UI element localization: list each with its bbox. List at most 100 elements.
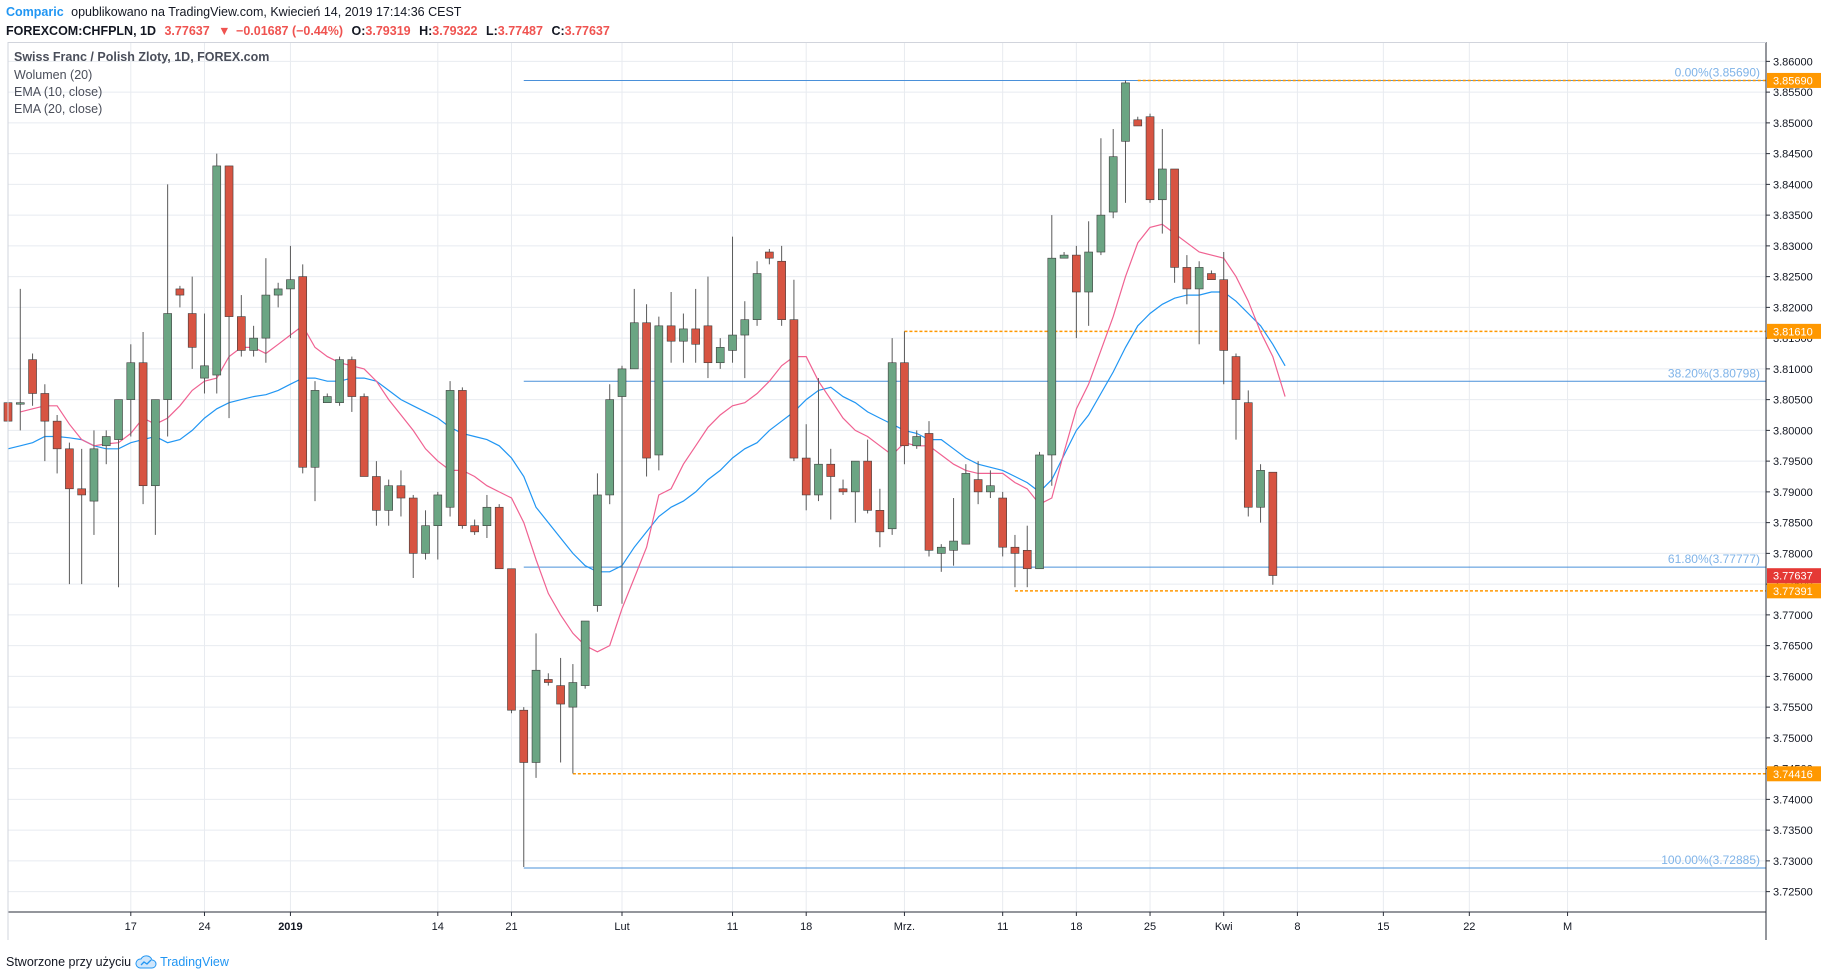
candle-up: [15, 402, 25, 405]
candle-down: [863, 460, 872, 511]
candle-down: [1145, 116, 1155, 201]
tradingview-cloud-icon: [135, 955, 157, 969]
candle-down: [703, 325, 713, 364]
legend-ema20[interactable]: EMA (20, close): [14, 102, 102, 116]
last-value: 3.77637: [164, 24, 210, 38]
candle-up: [200, 365, 209, 379]
legend-ema10[interactable]: EMA (10, close): [14, 85, 102, 99]
candle-up: [740, 319, 750, 336]
candle-up: [936, 546, 946, 554]
legend-volume[interactable]: Wolumen (20): [14, 68, 92, 82]
candle-up: [580, 620, 590, 686]
candle-down: [1219, 279, 1229, 351]
candle-up: [445, 390, 455, 508]
chart-grid: [8, 42, 1766, 912]
candle-down: [298, 276, 308, 468]
time-axis-labels: 17 24 2019 14 21 Lut 11 18 Mrz. 11 18 25 Kwi 8 15 22 M: [125, 912, 1572, 933]
publish-info: Comparic opublikowano na TradingView.com…: [6, 4, 1816, 20]
candle-up: [1121, 82, 1130, 142]
candle-up: [728, 334, 737, 351]
candle-down: [519, 709, 529, 763]
candle-up: [887, 362, 897, 530]
candle-down: [1133, 119, 1143, 127]
candle-down: [777, 260, 786, 320]
tradingview-link[interactable]: TradingView: [135, 955, 229, 969]
candle-up: [384, 485, 393, 511]
level-badge: [1767, 323, 1821, 339]
x-tick-label: 11: [997, 921, 1008, 933]
candle-down: [666, 325, 676, 342]
x-tick-label: 11: [727, 921, 738, 933]
candle-up: [1194, 267, 1204, 290]
legend-title: Swiss Franc / Polish Zloty, 1D, FOREX.co…: [14, 50, 269, 64]
tradingview-label: TradingView: [160, 955, 229, 969]
candle-up: [482, 506, 492, 527]
candle-down: [470, 525, 479, 533]
y-tick-label: 3.76000: [1773, 671, 1813, 683]
symbol-label[interactable]: FOREXCOM:CHFPLN, 1D: [6, 24, 156, 38]
candle-down: [1010, 546, 1020, 554]
candle-down: [998, 497, 1007, 548]
candle-down: [556, 685, 565, 705]
candle-down: [1182, 267, 1192, 290]
candle-up: [814, 463, 823, 496]
candle-up: [986, 485, 995, 493]
change-value: −0.01687 (−0.44%): [236, 24, 344, 38]
candle-up: [249, 337, 258, 351]
candle-up: [1096, 214, 1106, 253]
change-arrow-icon: ▼: [218, 24, 231, 38]
candle-up: [261, 294, 271, 339]
y-tick-label: 3.81000: [1773, 364, 1813, 376]
ema10-line: [20, 223, 1286, 653]
x-tick-label: Lut: [614, 921, 629, 933]
candle-up: [1084, 251, 1093, 293]
y-tick-label: 3.75500: [1773, 702, 1813, 714]
y-tick-label: 3.86000: [1773, 56, 1813, 68]
level-badge: [1767, 766, 1821, 782]
price-chart[interactable]: 0.00%(3.85690) 38.20%(3.80798) 61.80%(3.77…: [0, 42, 1828, 952]
level-badge: [1767, 72, 1821, 88]
candle-down: [28, 359, 37, 394]
candle-up: [433, 494, 443, 527]
low-label: L:: [485, 24, 498, 38]
fib-label: 38.20%(3.80798): [1668, 366, 1760, 380]
candle-up: [114, 399, 123, 440]
candle-down: [187, 313, 197, 348]
candle-up: [1059, 254, 1069, 259]
high-label: H:: [419, 24, 433, 38]
candle-up: [1047, 257, 1057, 456]
candle-down: [40, 393, 50, 422]
high-value: 3.79322: [432, 24, 478, 38]
y-tick-label: 3.74000: [1773, 794, 1813, 806]
chart-header: Comparic opublikowano na TradingView.com…: [6, 4, 1816, 40]
low-value: 3.77487: [497, 24, 543, 38]
level-badge-label: 3.77391: [1773, 586, 1813, 598]
candle-up: [1108, 156, 1118, 213]
candle-down: [801, 457, 811, 496]
footer: Stworzone przy użyciu TradingView: [6, 955, 229, 969]
y-tick-label: 3.72500: [1773, 887, 1813, 899]
candle-up: [151, 399, 160, 487]
y-tick-label: 3.73500: [1773, 825, 1813, 837]
fibonacci-levels: 0.00%(3.85690) 38.20%(3.80798) 61.80%(3.77…: [523, 65, 1766, 869]
candle-up: [421, 525, 430, 554]
candle-down: [875, 510, 885, 533]
candle-down: [359, 396, 369, 477]
candle-down: [1231, 356, 1241, 400]
candle-up: [273, 288, 283, 296]
y-tick-label: 3.84500: [1773, 149, 1813, 161]
candle-up: [629, 322, 639, 370]
y-tick-label: 3.77000: [1773, 610, 1813, 622]
y-tick-label: 3.78000: [1773, 548, 1813, 560]
candle-down: [494, 506, 504, 570]
author-link[interactable]: Comparic: [6, 5, 64, 19]
chart-axes: [7, 42, 1767, 940]
candle-down: [1170, 168, 1179, 268]
x-tick-label: M: [1563, 921, 1572, 933]
y-tick-label: 3.75000: [1773, 733, 1813, 745]
close-label: C:: [551, 24, 565, 38]
candle-down: [973, 479, 983, 493]
candle-down: [1243, 402, 1253, 508]
y-tick-label: 3.73000: [1773, 856, 1813, 868]
fib-label: 100.00%(3.72885): [1661, 853, 1760, 867]
